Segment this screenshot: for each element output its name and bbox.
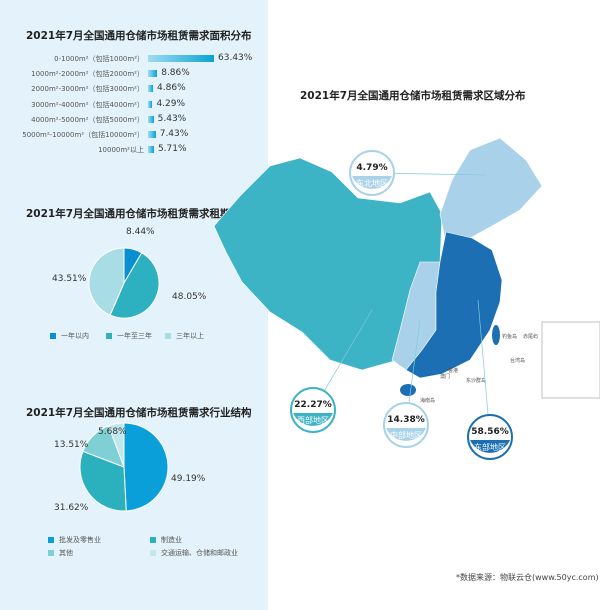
bar [148,85,154,93]
bar-value-label: 5.71% [157,144,187,155]
bar-category-label: 5000m²-10000m²（包括10000m²） [22,131,144,139]
bar-value-label: 8.86% [161,68,190,79]
pie2-label-1: 31.62% [54,503,89,513]
bar-value-label: 4.86% [157,83,186,94]
region-name-label: 东部地区 [474,442,506,452]
region-name-label: 东北地区 [356,178,388,188]
region-value-label: 14.38% [387,415,425,425]
bar-category-label: 4000m²-5000m²（包括5000m²） [31,115,144,124]
map-title: 2021年7月全国通用仓储市场租赁需求区域分布 [300,90,526,102]
hainan-island [400,384,416,396]
industry-pie-slice-0 [123,422,169,512]
pie2-legend-1: 制造业 [150,535,182,545]
pie1-legend-0: 一年以内 [50,331,89,341]
bar [148,131,156,138]
region-name-label: 中部地区 [390,430,422,440]
pie2-legend-2: 其他 [48,548,73,558]
bar [148,55,214,62]
bar-category-label: 2000m²-3000m²（包括3000m²） [31,85,144,94]
area-chart-title: 2021年7月全国通用仓储市场租赁需求面积分布 [26,30,252,42]
map-label-diaoyu: 钓鱼岛 [502,333,517,340]
callout-band [470,440,510,453]
map-region-east[interactable] [405,231,503,379]
bar [148,100,153,108]
bar [148,70,158,78]
pie2-legend-0: 批发及零售业 [48,535,101,545]
pie1-label-2: 43.51% [52,274,87,284]
south-china-sea-inset [541,321,600,399]
bar-category-label: 10000m²以上 [98,146,144,155]
industry-pie-slice-3 [107,422,125,468]
region-value-label: 22.27% [294,400,332,410]
industry-chart-title: 2021年7月全国通用仓储市场租赁需求行业结构 [26,407,252,419]
callout-band [352,176,392,189]
pie2-label-3: 5.68% [98,427,127,437]
callout-band [293,413,333,426]
pie1-label-1: 48.05% [172,292,207,302]
pie1-legend-1: 一年至三年 [106,331,152,341]
bar-value-label: 5.43% [157,113,187,124]
period-chart-title: 2021年7月全国通用仓储市场租赁需求租期情况 [26,208,252,220]
bar [148,115,154,123]
map-label-chiwei: 赤尾屿 [523,333,538,340]
region-value-label: 58.56% [471,427,509,437]
map-label-dongsha: 东沙群岛 [466,377,486,384]
taiwan-island [492,325,500,345]
map-label-macau: 澳门 [440,373,450,380]
pie1-legend-2: 三年以上 [165,331,204,341]
data-source: *数据来源：物联云仓(www.50yc.com) [456,573,599,582]
pie1-label-0: 8.44% [126,227,155,237]
callout-band [386,428,426,441]
region-value-label: 4.79% [356,163,387,173]
bar [148,146,154,154]
region-name-label: 西部地区 [297,415,329,425]
pie2-legend-3: 交通运输、仓储和邮政业 [150,548,238,558]
bar-value-label: 4.29% [156,98,186,109]
bar-category-label: 3000m²-4000m²（包括4000m²） [31,100,144,109]
bar-category-label: 0-1000m²（包括1000m²） [54,55,144,63]
map-region-west[interactable] [213,157,443,371]
map-label-hainan: 海南岛 [420,397,435,404]
bar-value-label: 7.43% [159,129,189,139]
map-label-taiwan: 台湾岛 [510,357,525,364]
period-pie-slice-1 [109,252,160,319]
map-region-northeast[interactable] [439,137,543,245]
industry-pie-slice-1 [79,450,127,512]
bar-value-label: 63.43% [218,53,253,63]
bar-category-label: 1000m²-2000m²（包括2000m²） [31,70,144,79]
period-pie-slice-2 [88,247,125,316]
pie2-label-2: 13.51% [54,440,89,450]
pie2-label-0: 49.19% [171,474,206,484]
map-label-hk: 香港 [448,367,458,374]
